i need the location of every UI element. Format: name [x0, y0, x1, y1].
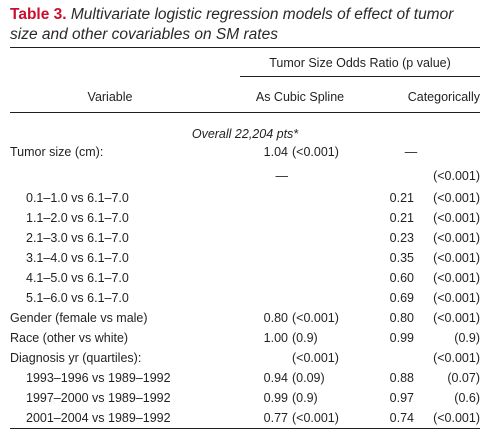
spline-odds-ratio: 0.80: [263, 311, 288, 325]
spline-odds-ratio: 1.00: [263, 331, 288, 345]
row-label: 2.1–3.0 vs 6.1–7.0: [26, 231, 129, 245]
spline-odds-ratio: 0.99: [263, 391, 288, 405]
spline-p-value: (<0.001): [292, 145, 339, 159]
categorical-odds-ratio: 0.21: [389, 191, 414, 205]
spline-odds-ratio: 0.77: [263, 411, 288, 425]
row-label: 0.1–1.0 vs 6.1–7.0: [26, 191, 129, 205]
header-variable: Variable: [87, 90, 133, 104]
spline-p-value: (0.09): [292, 371, 325, 385]
categorical-p-value: (<0.001): [433, 311, 480, 325]
spline-p-value: (<0.001): [292, 351, 339, 365]
table-caption: Table 3. Multivariate logistic regressio…: [10, 5, 480, 45]
categorical-odds-ratio: 0.88: [389, 371, 414, 385]
row-label: Race (other vs white): [10, 331, 129, 345]
spline-p-value: (<0.001): [292, 311, 339, 325]
row-label: 1993–1996 vs 1989–1992: [26, 371, 171, 385]
header-col-categorical: Categorically: [407, 90, 480, 104]
bottom-rule: [10, 428, 480, 429]
header-rule: [10, 112, 480, 113]
table-label: Table 3.: [10, 6, 67, 23]
row-label: 1.1–2.0 vs 6.1–7.0: [26, 211, 129, 225]
categorical-p-value: (<0.001): [433, 191, 480, 205]
header-col-spline: As Cubic Spline: [255, 90, 345, 104]
categorical-p-value: (<0.001): [433, 291, 480, 305]
spline-p-value: (0.9): [292, 331, 318, 345]
categorical-p-value: (0.07): [447, 371, 480, 385]
row-label: 1997–2000 vs 1989–1992: [26, 391, 171, 405]
categorical-odds-ratio: 0.80: [389, 311, 414, 325]
categorical-p-value: (<0.001): [433, 271, 480, 285]
categorical-odds-ratio: 0.69: [389, 291, 414, 305]
categorical-odds-ratio: 0.74: [389, 411, 414, 425]
categorical-p-value: (0.6): [454, 391, 480, 405]
categorical-p-value: (<0.001): [433, 351, 480, 365]
categorical-p-value: (<0.001): [433, 411, 480, 425]
spline-odds-ratio: —: [275, 169, 289, 183]
row-label: 4.1–5.0 vs 6.1–7.0: [26, 271, 129, 285]
categorical-odds-ratio: 0.60: [389, 271, 414, 285]
table-title: Multivariate logistic regression models …: [10, 6, 454, 43]
row-label: 5.1–6.0 vs 6.1–7.0: [26, 291, 129, 305]
row-label: Tumor size (cm):: [10, 145, 104, 159]
group-rule: [240, 76, 480, 77]
categorical-p-value: (<0.001): [433, 211, 480, 225]
categorical-odds-ratio: 0.99: [389, 331, 414, 345]
categorical-odds-ratio: 0.35: [389, 251, 414, 265]
row-label: Gender (female vs male): [10, 311, 148, 325]
header-group: Tumor Size Odds Ratio (p value): [269, 56, 451, 70]
categorical-odds-ratio: 0.21: [389, 211, 414, 225]
categorical-p-value: (<0.001): [433, 169, 480, 183]
spline-odds-ratio: 1.04: [263, 145, 288, 159]
spline-odds-ratio: 0.94: [263, 371, 288, 385]
section-heading: Overall 22,204 pts*: [191, 127, 299, 141]
categorical-p-value: (<0.001): [433, 251, 480, 265]
row-label: 3.1–4.0 vs 6.1–7.0: [26, 251, 129, 265]
row-label: 2001–2004 vs 1989–1992: [26, 411, 171, 425]
spline-p-value: (<0.001): [292, 411, 339, 425]
categorical-odds-ratio: 0.23: [389, 231, 414, 245]
categorical-p-value: (0.9): [454, 331, 480, 345]
categorical-odds-ratio: 0.97: [389, 391, 414, 405]
spline-p-value: (0.9): [292, 391, 318, 405]
row-label: Diagnosis yr (quartiles):: [10, 351, 142, 365]
categorical-p-value: (<0.001): [433, 231, 480, 245]
top-rule: [10, 47, 480, 48]
categorical-odds-ratio: —: [404, 145, 418, 159]
